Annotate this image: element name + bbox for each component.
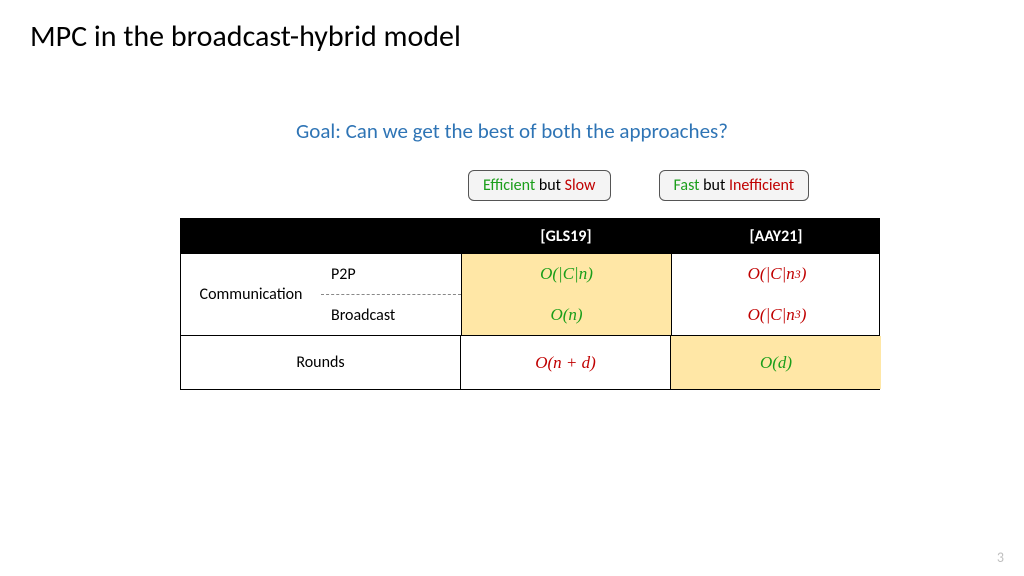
goal-text: Goal: Can we get the best of both the ap… — [0, 118, 1024, 144]
badge-sep: but — [535, 176, 564, 195]
table-header-row: [GLS19] [AAY21] — [181, 219, 879, 253]
aay-bc-post: ) — [801, 305, 807, 325]
page-number: 3 — [997, 549, 1004, 566]
badge-word-efficient: Efficient — [483, 176, 535, 195]
badge-efficient-slow: Efficient but Slow — [468, 170, 611, 201]
gls-bc-cell: O(n) — [462, 295, 671, 336]
aay-comm-col: O(|C|n3) O(|C|n3) — [672, 254, 882, 335]
badges-row: Efficient but Slow Fast but Inefficient — [180, 170, 880, 201]
badge-fast-inefficient: Fast but Inefficient — [659, 170, 810, 201]
comm-left-group: Communication P2P Broadcast — [181, 254, 462, 335]
aay-bc-pre: O(|C|n — [748, 305, 795, 325]
aay-p2p-cell: O(|C|n3) — [672, 254, 882, 295]
badge-word-fast: Fast — [674, 176, 700, 195]
goal-content: Goal: Can we get the best of both the ap… — [296, 118, 728, 144]
header-aay21: [AAY21] — [671, 219, 881, 253]
comm-subcol: P2P Broadcast — [321, 254, 461, 335]
rounds-label: Rounds — [181, 336, 461, 389]
header-gls19: [GLS19] — [461, 219, 671, 253]
aay-rounds-cell: O(d) — [671, 336, 881, 389]
aay-p2p-post: ) — [801, 264, 807, 284]
gls-comm-col: O(|C|n) O(n) — [462, 254, 672, 335]
gls-p2p-cell: O(|C|n) — [462, 254, 671, 295]
comm-sub-broadcast: Broadcast — [321, 295, 461, 335]
communication-row: Communication P2P Broadcast O(|C|n) O(n)… — [181, 253, 879, 335]
badge-sep: but — [700, 176, 729, 195]
badge-word-slow: Slow — [565, 176, 596, 195]
comm-label: Communication — [181, 254, 321, 335]
badge-word-inefficient: Inefficient — [729, 176, 794, 195]
slide-title: MPC in the broadcast-hybrid model — [30, 18, 461, 55]
header-empty — [181, 219, 461, 253]
comparison-table: [GLS19] [AAY21] Communication P2P Broadc… — [180, 218, 880, 390]
gls-rounds-cell: O(n + d) — [461, 336, 671, 389]
comm-sub-p2p: P2P — [321, 254, 461, 295]
aay-p2p-pre: O(|C|n — [748, 264, 795, 284]
rounds-row: Rounds O(n + d) O(d) — [181, 335, 879, 389]
aay-bc-cell: O(|C|n3) — [672, 295, 882, 336]
